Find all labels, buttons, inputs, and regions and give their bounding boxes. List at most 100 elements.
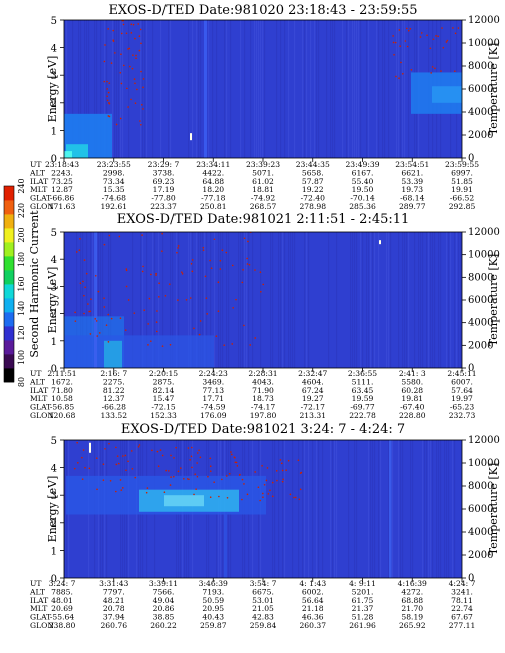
temperature-dot [96, 335, 99, 337]
colorbar-frame [3, 185, 15, 383]
spectrogram-column [292, 232, 294, 368]
temperature-dot [146, 487, 149, 489]
temperature-dot [243, 324, 245, 327]
spectrogram-column [392, 440, 394, 578]
y2-tick-label: 4000 [468, 527, 493, 538]
spectrogram-column [376, 20, 378, 158]
temperature-dot [276, 479, 278, 482]
table-row-label: UT [30, 579, 41, 588]
table-row-label: ALT [29, 587, 45, 596]
temperature-dot [282, 478, 284, 481]
table-row-label: ALT [29, 168, 45, 177]
table-cell: 53.39 [401, 177, 423, 186]
table-row-label: ILAT [30, 177, 48, 186]
table-row-label: GLAT [30, 613, 51, 622]
table-row-label: MLT [30, 604, 47, 613]
spectrogram-column [388, 232, 390, 368]
temperature-dot [198, 333, 201, 336]
spectrogram-column [398, 440, 400, 578]
table-cell: 120.68 [49, 411, 76, 420]
table-cell: 20.95 [202, 604, 224, 613]
vertical-line [389, 440, 392, 578]
temperature-dot [231, 264, 234, 267]
chart-title: EXOS-D/TED Date:981021 2:11:51 - 2:45:11 [117, 212, 410, 227]
spectrogram-column [284, 20, 286, 158]
table-cell: 5201. [352, 587, 374, 596]
table-cell: 2:32:47 [298, 369, 327, 378]
temperature-dot [84, 286, 86, 289]
temperature-dot [110, 317, 113, 320]
spectrogram-column [132, 232, 134, 368]
spectrogram-column [84, 20, 86, 158]
spectrogram-column [120, 20, 122, 158]
temperature-dot [194, 473, 196, 475]
temperature-dot [393, 53, 395, 56]
spectrogram-column [290, 232, 292, 368]
spectrogram-column [140, 20, 142, 158]
temperature-dot [190, 262, 193, 265]
temperature-dot [181, 272, 184, 275]
y2-tick-label: 4000 [468, 107, 493, 118]
spectrogram-column [316, 440, 318, 578]
table-cell: 20.78 [103, 604, 125, 613]
temperature-dot [260, 290, 262, 293]
spectrogram-column [374, 440, 376, 578]
chart-panel-1: EXOS-D/TED Date:981020 23:18:43 - 23:59:… [29, 3, 500, 211]
table-row-label: UT [30, 160, 41, 169]
temperature-dot [246, 263, 249, 265]
temperature-dot [115, 446, 117, 449]
colorbar-segment [4, 354, 14, 369]
temperature-dot [254, 337, 257, 339]
table-cell: -69.77 [350, 403, 374, 412]
temperature-dot [289, 493, 292, 496]
temperature-dot [232, 307, 234, 309]
table-cell: 23:54:51 [395, 160, 429, 169]
table-cell: 57.87 [302, 177, 324, 186]
spectrogram-column [114, 20, 116, 158]
spectrogram-column [142, 20, 144, 158]
spectrogram-column [336, 440, 338, 578]
table-cell: 3241. [451, 587, 473, 596]
temperature-dot [157, 465, 160, 468]
spectrogram-column [422, 232, 424, 368]
spectrogram-column [80, 20, 82, 158]
temperature-dot [236, 465, 239, 467]
temperature-dot [435, 35, 437, 37]
temperature-dot [119, 71, 122, 74]
temperature-dot [182, 477, 185, 480]
table-cell: 4:24: 7 [449, 579, 476, 588]
temperature-dot [191, 446, 193, 449]
spectrogram-column [362, 232, 364, 368]
spectrogram-column [410, 440, 412, 578]
colorbar-tick-label: 100 [17, 350, 26, 365]
temperature-dot [262, 283, 265, 286]
temperature-dot [83, 294, 85, 297]
y-axis-label: Energy [eV] [46, 267, 59, 334]
spectrogram-column [332, 440, 334, 578]
temperature-dot [134, 476, 137, 479]
spectrogram-column [112, 20, 114, 158]
temperature-dot [149, 340, 152, 342]
temperature-dot [234, 461, 237, 464]
spectrogram-column [368, 440, 370, 578]
table-cell: 6167. [352, 168, 374, 177]
temperature-dot [117, 462, 120, 465]
spectrogram-column [396, 20, 398, 158]
table-cell: 238.80 [49, 621, 76, 630]
temperature-dot [457, 27, 460, 29]
temperature-dot [124, 329, 127, 331]
spectrogram-column [310, 20, 312, 158]
chart-title: EXOS-D/TED Date:981021 3:24: 7 - 4:24: 7 [121, 422, 405, 437]
temperature-dot [151, 449, 153, 452]
table-cell: 55.40 [352, 177, 374, 186]
temperature-dot [82, 280, 84, 283]
table-cell: 2243. [51, 168, 73, 177]
spectrogram-column [366, 232, 368, 368]
temperature-dot [189, 458, 192, 461]
table-cell: 4043. [252, 377, 274, 386]
spectrogram-column [438, 232, 440, 368]
spectrogram-column [446, 232, 448, 368]
spectrogram-column [446, 440, 448, 578]
table-cell: 20.69 [51, 604, 73, 613]
temperature-dot [431, 66, 434, 68]
